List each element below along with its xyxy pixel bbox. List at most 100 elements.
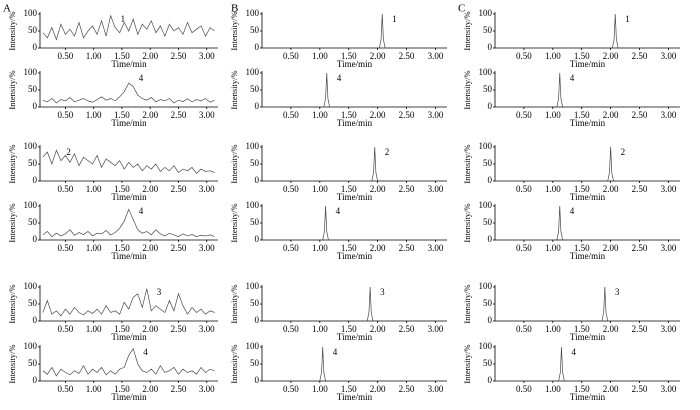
- x-axis-label: Time/min: [337, 118, 373, 128]
- x-tick-label: 2.50: [632, 110, 648, 120]
- x-tick-label: 0.50: [516, 184, 532, 194]
- axis: [261, 204, 447, 241]
- y-tick-label: 0: [488, 101, 493, 111]
- x-tick-label: 0.50: [516, 384, 532, 394]
- peak-label: 4: [570, 206, 575, 216]
- panel: 0 50 100 0.50 1.00 1.50 2.00 2.50 3.00 Time/min In…: [462, 200, 680, 261]
- panel: 0 50 100 0.50 1.00 1.50 2.00 2.50 3.00 Time/min In…: [462, 341, 680, 402]
- y-tick-label: 50: [250, 358, 260, 368]
- x-tick-label: 0.50: [58, 324, 74, 334]
- y-tick-label: 0: [488, 42, 493, 52]
- x-tick-label: 0.50: [283, 324, 299, 334]
- y-tick-label: 0: [488, 375, 493, 385]
- x-tick-label: 2.50: [171, 243, 187, 253]
- chromatogram-line: [558, 346, 565, 382]
- x-tick-label: 2.00: [603, 110, 619, 120]
- x-tick-label: 2.50: [632, 384, 648, 394]
- x-tick-label: 2.50: [399, 324, 415, 334]
- x-tick-label: 1.50: [114, 51, 130, 61]
- axis: [494, 204, 680, 241]
- peak-label: 4: [139, 73, 144, 83]
- y-tick-label: 100: [479, 341, 493, 351]
- x-tick-label: 2.50: [632, 184, 648, 194]
- y-tick-label: 100: [479, 141, 493, 151]
- y-tick-label: 100: [24, 8, 38, 18]
- x-tick-label: 1.00: [312, 184, 328, 194]
- x-tick-label: 3.00: [428, 110, 444, 120]
- x-axis-label: Time/min: [570, 332, 606, 342]
- x-tick-label: 3.00: [199, 51, 215, 61]
- chromatogram-line: [42, 347, 215, 377]
- peak-label: 4: [337, 73, 342, 83]
- x-tick-label: 1.50: [574, 324, 590, 334]
- x-tick-label: 1.00: [312, 384, 328, 394]
- x-tick-label: 1.50: [341, 324, 357, 334]
- x-tick-label: 1.50: [574, 110, 590, 120]
- y-tick-label: 50: [28, 217, 38, 227]
- y-tick-label: 0: [255, 375, 260, 385]
- x-tick-label: 3.00: [661, 324, 677, 334]
- x-axis-label: Time/min: [337, 192, 373, 202]
- x-tick-label: 1.00: [545, 384, 561, 394]
- peak-label: 2: [66, 147, 71, 157]
- axis: [261, 145, 447, 182]
- panel: 0 50 100 0.50 1.00 1.50 2.00 2.50 3.00 Time/min In…: [462, 141, 680, 202]
- y-axis-label: Intensity/%: [229, 70, 239, 109]
- chromatogram-line: [42, 14, 215, 41]
- y-tick-label: 50: [250, 25, 260, 35]
- x-tick-label: 2.50: [171, 384, 187, 394]
- chromatogram-line: [601, 286, 609, 322]
- x-axis-label: Time/min: [337, 392, 373, 402]
- y-tick-label: 50: [483, 358, 493, 368]
- x-tick-label: 1.50: [574, 51, 590, 61]
- x-tick-label: 1.50: [114, 184, 130, 194]
- x-tick-label: 2.00: [370, 324, 386, 334]
- x-tick-label: 0.50: [58, 51, 74, 61]
- x-tick-label: 3.00: [661, 51, 677, 61]
- y-tick-label: 0: [33, 101, 38, 111]
- axis: [494, 12, 680, 49]
- x-tick-label: 2.00: [370, 110, 386, 120]
- x-tick-label: 3.00: [661, 243, 677, 253]
- y-tick-label: 100: [246, 281, 260, 291]
- x-tick-label: 1.00: [312, 51, 328, 61]
- peak-label: 4: [336, 206, 341, 216]
- x-tick-label: 0.50: [283, 243, 299, 253]
- x-tick-label: 2.50: [399, 51, 415, 61]
- y-tick-label: 0: [33, 315, 38, 325]
- x-tick-label: 0.50: [283, 51, 299, 61]
- column-label: A: [3, 3, 11, 15]
- chromatogram-line: [612, 13, 619, 49]
- peak-label: 2: [385, 147, 390, 157]
- peak-label: 3: [615, 287, 620, 297]
- panel: 0 50 100 0.50 1.00 1.50 2.00 2.50 3.00 Time/min In…: [462, 67, 680, 128]
- panel: 0 50 100 0.50 1.00 1.50 2.00 2.50 3.00 Time/min In…: [229, 8, 447, 69]
- peak-label: 4: [333, 347, 338, 357]
- y-tick-label: 50: [28, 158, 38, 168]
- axis: [494, 145, 680, 182]
- y-tick-label: 100: [24, 141, 38, 151]
- column-label: B: [231, 3, 238, 15]
- x-tick-label: 2.00: [142, 110, 158, 120]
- axis: [261, 285, 447, 322]
- peak-label: 1: [121, 14, 126, 24]
- y-tick-label: 100: [24, 281, 38, 291]
- x-tick-label: 2.00: [142, 384, 158, 394]
- x-tick-label: 1.00: [86, 324, 102, 334]
- y-axis-label: Intensity/%: [462, 284, 472, 323]
- x-tick-label: 1.50: [574, 384, 590, 394]
- x-tick-label: 0.50: [283, 110, 299, 120]
- chromatogram-line: [323, 72, 330, 108]
- y-tick-label: 100: [246, 67, 260, 77]
- y-axis-label: Intensity/%: [7, 284, 17, 323]
- x-tick-label: 3.00: [199, 243, 215, 253]
- x-tick-label: 2.50: [171, 324, 187, 334]
- panel: 0 50 100 0.50 1.00 1.50 2.00 2.50 3.00 Time/min In…: [7, 341, 218, 402]
- y-tick-label: 50: [483, 298, 493, 308]
- x-tick-label: 2.50: [171, 110, 187, 120]
- x-tick-label: 2.50: [171, 51, 187, 61]
- y-axis-label: Intensity/%: [229, 344, 239, 383]
- y-tick-label: 50: [483, 25, 493, 35]
- y-tick-label: 0: [255, 42, 260, 52]
